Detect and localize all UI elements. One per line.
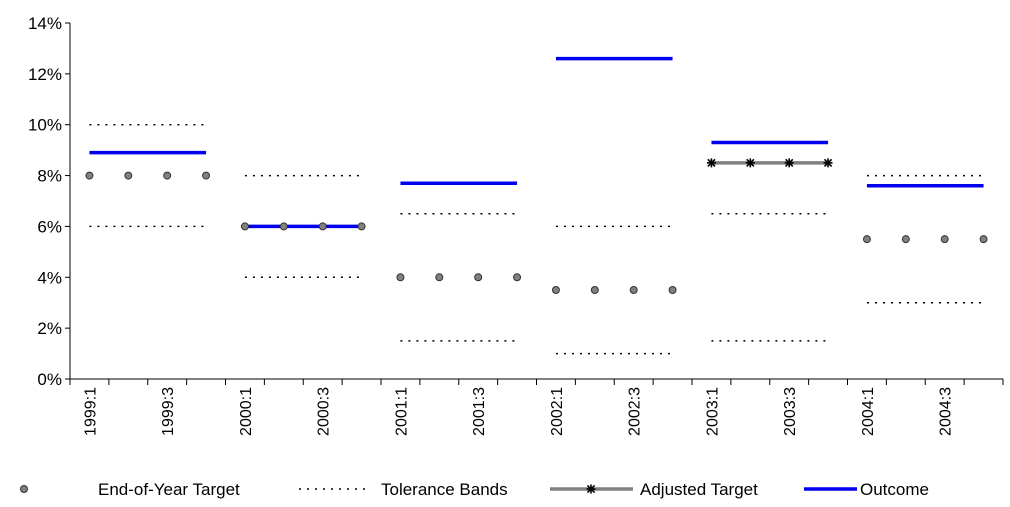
x-tick-label: 2000:1	[238, 387, 255, 436]
axes: 0% 2% 4% 6% 8% 10% 12% 14% 1999:1 1999:3 2000:1 200…	[28, 14, 1004, 436]
end-of-year-target-point	[435, 273, 444, 282]
end-of-year-target-point	[163, 171, 172, 180]
y-tick-label: 8%	[37, 167, 62, 186]
end-of-year-target-point	[240, 222, 249, 231]
x-tick-label: 1999:3	[160, 387, 177, 436]
legend-adjusted-target-star	[586, 484, 596, 494]
x-tick-label: 1999:1	[82, 387, 99, 436]
end-of-year-target-point	[396, 273, 405, 282]
adjusted-target-point	[823, 158, 833, 168]
end-of-year-target-point	[940, 235, 949, 244]
x-tick-label: 2002:1	[549, 387, 566, 436]
x-tick-label: 2004:3	[938, 387, 955, 436]
end-of-year-target-point	[590, 286, 599, 294]
end-of-year-target-point	[979, 235, 988, 244]
end-of-year-target-point	[668, 286, 677, 294]
x-tick-label: 2001:3	[471, 387, 488, 436]
adjusted-target-point	[784, 158, 794, 168]
series-layer	[85, 56, 988, 355]
end-of-year-target-point	[357, 222, 366, 231]
legend-adjusted-target-label: Adjusted Target	[640, 480, 758, 499]
x-tick-label: 2001:1	[393, 387, 410, 436]
x-tick-label: 2003:3	[782, 387, 799, 436]
end-of-year-target-point	[901, 235, 910, 244]
legend-tolerance-label: Tolerance Bands	[381, 480, 508, 499]
y-tick-label: 4%	[37, 268, 62, 287]
end-of-year-target-point	[202, 171, 211, 180]
end-of-year-target-point	[513, 273, 522, 282]
end-of-year-target-point	[85, 171, 94, 180]
y-tick-label: 10%	[28, 116, 62, 135]
y-tick-label: 12%	[28, 65, 62, 84]
end-of-year-target-point	[279, 222, 288, 231]
end-of-year-target-point	[862, 235, 871, 244]
end-of-year-target-point	[474, 273, 483, 282]
y-tick-label: 14%	[28, 14, 62, 33]
end-of-year-target-point	[629, 286, 638, 294]
legend: End-of-Year Target Tolerance Bands Adjuste…	[20, 480, 929, 499]
end-of-year-target-point	[124, 171, 133, 180]
x-tick-label: 2003:1	[704, 387, 721, 436]
adjusted-target-point	[706, 158, 716, 168]
end-of-year-target-point	[551, 286, 560, 294]
x-tick-label: 2004:1	[860, 387, 877, 436]
x-tick-label: 2002:3	[627, 387, 644, 436]
legend-end-of-year-marker	[20, 485, 28, 493]
legend-outcome-label: Outcome	[860, 480, 929, 499]
end-of-year-target-point	[318, 222, 327, 231]
y-tick-label: 6%	[37, 217, 62, 236]
y-tick-label: 0%	[37, 370, 62, 389]
y-tick-label: 2%	[37, 319, 62, 338]
adjusted-target-point	[745, 158, 755, 168]
legend-end-of-year-label: End-of-Year Target	[98, 480, 240, 499]
x-tick-label: 2000:3	[316, 387, 333, 436]
